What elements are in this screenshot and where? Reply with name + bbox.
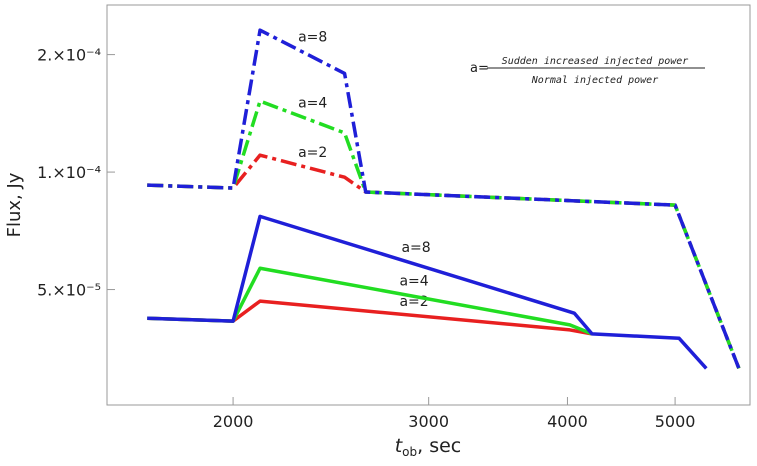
line-label: a=2 [298,145,327,161]
line-label: a=8 [298,30,327,46]
series-line [147,28,741,370]
x-label-unit: , sec [417,435,461,457]
series-line [147,266,593,336]
x-tick-label: 2000 [213,412,254,431]
line-label: a=8 [401,240,430,256]
formula: a= Sudden increased injected power Norma… [470,56,705,86]
y-tick-label: 2.×10⁻⁴ [37,46,101,65]
x-label-subscript: ob [402,445,417,459]
formula-denominator: Normal injected power [531,75,658,86]
x-axis-label: tob, sec [395,435,462,459]
y-axis-label: Flux, Jy [4,172,25,237]
formula-lhs: a= [470,61,489,76]
x-tick-label: 3000 [408,412,449,431]
series-line [147,99,741,370]
x-tick-label: 4000 [547,412,588,431]
line-label: a=4 [298,95,327,111]
x-label-symbol: t [395,435,404,457]
series-line [147,214,708,370]
y-tick-label: 5.×10⁻⁵ [37,281,101,300]
x-tick-label: 5000 [655,412,696,431]
line-label: a=4 [399,274,428,290]
formula-numerator: Sudden increased injected power [502,56,689,67]
y-tick-label: 1.×10⁻⁴ [37,163,101,182]
